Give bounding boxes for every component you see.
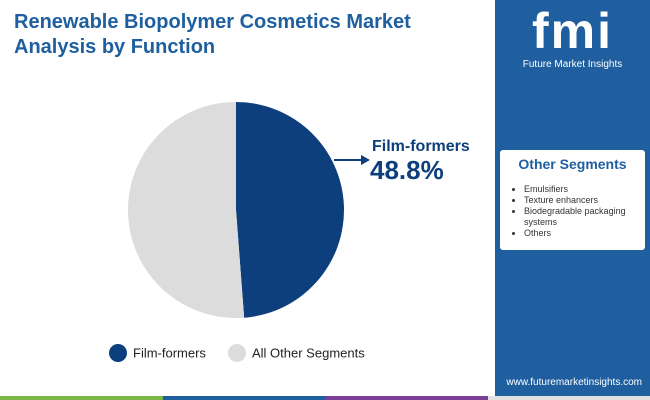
legend-label: All Other Segments <box>252 345 365 360</box>
website: www.futuremarketinsights.com <box>506 377 642 388</box>
sidebar: fmi Future Market Insights Other Segment… <box>495 0 650 396</box>
segment-item: Biodegradable packaging systems <box>524 206 645 228</box>
brand: Future Market Insights <box>522 59 623 70</box>
pie-slice <box>236 102 345 318</box>
segments-box: Other Segments Emulsifiers Texture enhan… <box>500 150 645 250</box>
segment-item: Texture enhancers <box>524 195 645 206</box>
footer-stripe <box>0 396 650 400</box>
segment-item: Others <box>524 228 645 239</box>
legend-swatch <box>228 344 246 362</box>
data-label: 48.8% <box>370 155 444 185</box>
legend-label: Film-formers <box>133 345 206 360</box>
annotation-arrowhead <box>361 155 370 165</box>
chart-title: Renewable Biopolymer Cosmetics Market An… <box>14 11 411 58</box>
segments-list: Emulsifiers Texture enhancers Biodegrada… <box>500 184 645 239</box>
pie-slice <box>128 102 245 318</box>
legend-swatch <box>109 344 127 362</box>
segment-item: Emulsifiers <box>524 184 645 195</box>
segments-heading: Other Segments <box>518 156 627 172</box>
annotation-label: Film-formers <box>372 138 470 155</box>
logo: fmi <box>532 3 613 59</box>
